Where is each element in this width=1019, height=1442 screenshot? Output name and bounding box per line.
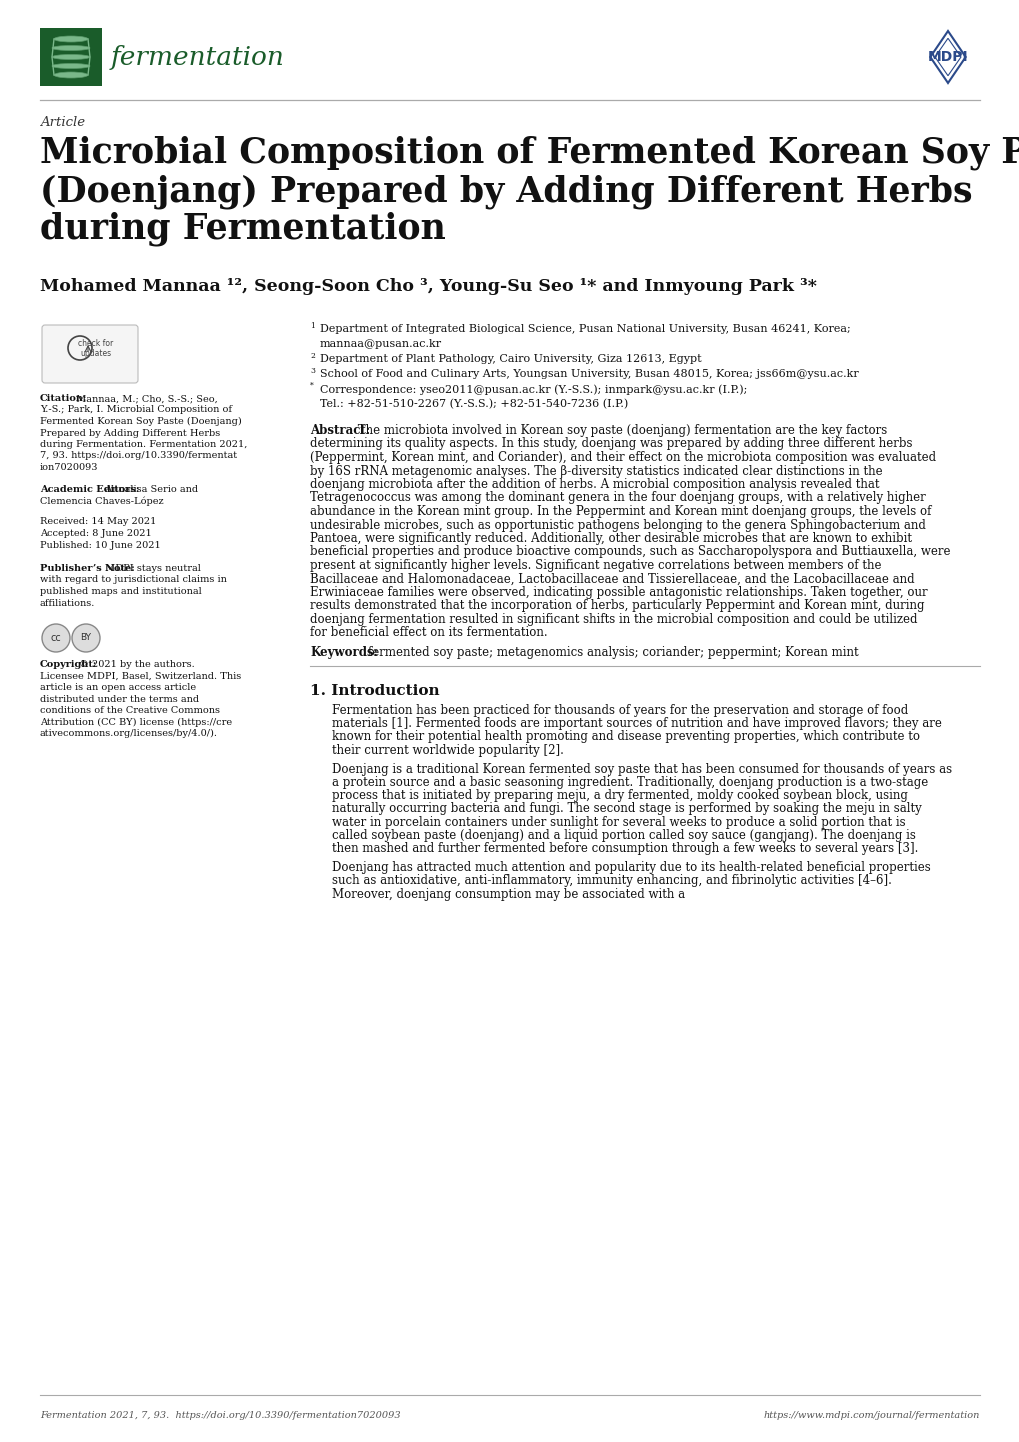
Text: materials [1]. Fermented foods are important sources of nutrition and have impro: materials [1]. Fermented foods are impor…: [331, 717, 941, 730]
Text: for beneficial effect on its fermentation.: for beneficial effect on its fermentatio…: [310, 626, 547, 639]
Text: (Doenjang) Prepared by Adding Different Herbs: (Doenjang) Prepared by Adding Different …: [40, 174, 971, 209]
Text: fermented soy paste; metagenomics analysis; coriander; peppermint; Korean mint: fermented soy paste; metagenomics analys…: [368, 646, 858, 659]
Text: conditions of the Creative Commons: conditions of the Creative Commons: [40, 707, 220, 715]
Text: 1. Introduction: 1. Introduction: [310, 684, 439, 698]
Text: MDPI: MDPI: [926, 50, 967, 63]
Text: beneficial properties and produce bioactive compounds, such as Saccharopolyspora: beneficial properties and produce bioact…: [310, 545, 950, 558]
Text: present at significantly higher levels. Significant negative correlations betwee: present at significantly higher levels. …: [310, 559, 880, 572]
Text: Pantoea, were significantly reduced. Additionally, other desirable microbes that: Pantoea, were significantly reduced. Add…: [310, 532, 911, 545]
Text: article is an open access article: article is an open access article: [40, 684, 196, 692]
Text: 2: 2: [310, 352, 315, 360]
Text: Mannaa, M.; Cho, S.-S.; Seo,: Mannaa, M.; Cho, S.-S.; Seo,: [72, 394, 217, 402]
Text: process that is initiated by preparing meju, a dry fermented, moldy cooked soybe: process that is initiated by preparing m…: [331, 789, 907, 802]
Text: Tel.: +82-51-510-2267 (Y.-S.S.); +82-51-540-7236 (I.P.): Tel.: +82-51-510-2267 (Y.-S.S.); +82-51-…: [320, 399, 628, 410]
Text: fermentation: fermentation: [111, 45, 284, 69]
Text: then mashed and further fermented before consumption through a few weeks to seve: then mashed and further fermented before…: [331, 842, 917, 855]
Text: affiliations.: affiliations.: [40, 598, 96, 607]
Text: Accepted: 8 June 2021: Accepted: 8 June 2021: [40, 529, 152, 538]
Text: Doenjang has attracted much attention and popularity due to its health-related b: Doenjang has attracted much attention an…: [331, 861, 930, 874]
Text: Microbial Composition of Fermented Korean Soy Paste: Microbial Composition of Fermented Korea…: [40, 136, 1019, 170]
Text: undesirable microbes, such as opportunistic pathogens belonging to the genera Sp: undesirable microbes, such as opportunis…: [310, 519, 925, 532]
Text: their current worldwide popularity [2].: their current worldwide popularity [2].: [331, 744, 564, 757]
Text: Department of Integrated Biological Science, Pusan National University, Busan 46: Department of Integrated Biological Scie…: [320, 324, 850, 335]
Text: MDPI stays neutral: MDPI stays neutral: [102, 564, 201, 572]
Text: Keywords:: Keywords:: [310, 646, 378, 659]
Text: naturally occurring bacteria and fungi. The second stage is performed by soaking: naturally occurring bacteria and fungi. …: [331, 802, 921, 815]
Text: such as antioxidative, anti-inflammatory, immunity enhancing, and fibrinolytic a: such as antioxidative, anti-inflammatory…: [331, 874, 891, 887]
Text: (Peppermint, Korean mint, and Coriander), and their effect on the microbiota com: (Peppermint, Korean mint, and Coriander)…: [310, 451, 935, 464]
Text: 3: 3: [310, 368, 315, 375]
FancyBboxPatch shape: [42, 324, 138, 384]
Text: Department of Plant Pathology, Cairo University, Giza 12613, Egypt: Department of Plant Pathology, Cairo Uni…: [320, 353, 701, 363]
Text: called soybean paste (doenjang) and a liquid portion called soy sauce (gangjang): called soybean paste (doenjang) and a li…: [331, 829, 915, 842]
Text: Clemencia Chaves-López: Clemencia Chaves-López: [40, 496, 163, 506]
Text: Doenjang is a traditional Korean fermented soy paste that has been consumed for : Doenjang is a traditional Korean ferment…: [331, 763, 951, 776]
Text: Y.-S.; Park, I. Microbial Composition of: Y.-S.; Park, I. Microbial Composition of: [40, 405, 231, 414]
Text: known for their potential health promoting and disease preventing properties, wh: known for their potential health promoti…: [331, 731, 919, 744]
Text: updates: updates: [81, 349, 111, 359]
Text: during Fermentation. Fermentation 2021,: during Fermentation. Fermentation 2021,: [40, 440, 248, 448]
Text: Article: Article: [40, 115, 85, 128]
Text: distributed under the terms and: distributed under the terms and: [40, 695, 199, 704]
Text: Publisher’s Note:: Publisher’s Note:: [40, 564, 135, 572]
Text: by 16S rRNA metagenomic analyses. The β-diversity statistics indicated clear dis: by 16S rRNA metagenomic analyses. The β-…: [310, 464, 881, 477]
Text: The microbiota involved in Korean soy paste (doenjang) fermentation are the key : The microbiota involved in Korean soy pa…: [354, 424, 887, 437]
Text: determining its quality aspects. In this study, doenjang was prepared by adding : determining its quality aspects. In this…: [310, 437, 912, 450]
Text: Annalisa Serio and: Annalisa Serio and: [102, 485, 198, 493]
Circle shape: [42, 624, 70, 652]
Text: Mohamed Mannaa ¹², Seong-Soon Cho ³, Young-Su Seo ¹* and Inmyoung Park ³*: Mohamed Mannaa ¹², Seong-Soon Cho ³, You…: [40, 278, 816, 296]
Text: water in porcelain containers under sunlight for several weeks to produce a soli: water in porcelain containers under sunl…: [331, 816, 905, 829]
Text: Fermentation has been practiced for thousands of years for the preservation and : Fermentation has been practiced for thou…: [331, 704, 907, 717]
Text: Received: 14 May 2021: Received: 14 May 2021: [40, 518, 156, 526]
Ellipse shape: [52, 46, 90, 50]
Text: School of Food and Culinary Arts, Youngsan University, Busan 48015, Korea; jss66: School of Food and Culinary Arts, Youngs…: [320, 369, 858, 379]
Text: ion7020093: ion7020093: [40, 463, 99, 472]
Text: mannaa@pusan.ac.kr: mannaa@pusan.ac.kr: [320, 339, 441, 349]
Text: Moreover, doenjang consumption may be associated with a: Moreover, doenjang consumption may be as…: [331, 888, 685, 901]
Text: Citation:: Citation:: [40, 394, 88, 402]
Text: *: *: [310, 382, 314, 389]
Text: doenjang fermentation resulted in significant shifts in the microbial compositio: doenjang fermentation resulted in signif…: [310, 613, 917, 626]
Text: https://www.mdpi.com/journal/fermentation: https://www.mdpi.com/journal/fermentatio…: [763, 1412, 979, 1420]
Text: during Fermentation: during Fermentation: [40, 212, 445, 247]
Text: published maps and institutional: published maps and institutional: [40, 587, 202, 596]
Text: with regard to jurisdictional claims in: with regard to jurisdictional claims in: [40, 575, 226, 584]
Ellipse shape: [52, 63, 90, 69]
Ellipse shape: [54, 72, 88, 78]
Text: a protein source and a basic seasoning ingredient. Traditionally, doenjang produ: a protein source and a basic seasoning i…: [331, 776, 927, 789]
Text: check for: check for: [78, 339, 113, 348]
Text: Abstract:: Abstract:: [310, 424, 374, 437]
Text: Published: 10 June 2021: Published: 10 June 2021: [40, 541, 161, 549]
Text: doenjang microbiota after the addition of herbs. A microbial composition analysi: doenjang microbiota after the addition o…: [310, 477, 878, 490]
Text: Attribution (CC BY) license (https://cre: Attribution (CC BY) license (https://cre: [40, 718, 232, 727]
Text: Academic Editors:: Academic Editors:: [40, 485, 140, 493]
Text: Tetragenococcus was among the dominant genera in the four doenjang groups, with : Tetragenococcus was among the dominant g…: [310, 492, 925, 505]
Text: Prepared by Adding Different Herbs: Prepared by Adding Different Herbs: [40, 428, 220, 437]
Text: Fermented Korean Soy Paste (Doenjang): Fermented Korean Soy Paste (Doenjang): [40, 417, 242, 427]
Text: Bacillaceae and Halomonadaceae, Lactobacillaceae and Tissierellaceae, and the La: Bacillaceae and Halomonadaceae, Lactobac…: [310, 572, 914, 585]
Text: ativecommons.org/licenses/by/4.0/).: ativecommons.org/licenses/by/4.0/).: [40, 730, 218, 738]
Ellipse shape: [54, 36, 88, 42]
Text: Correspondence: yseo2011@pusan.ac.kr (Y.-S.S.); inmpark@ysu.ac.kr (I.P.);: Correspondence: yseo2011@pusan.ac.kr (Y.…: [320, 384, 747, 395]
Text: Erwiniaceae families were observed, indicating possible antagonistic relationshi: Erwiniaceae families were observed, indi…: [310, 585, 926, 598]
Text: Copyright:: Copyright:: [40, 660, 97, 669]
Text: Fermentation 2021, 7, 93.  https://doi.org/10.3390/fermentation7020093: Fermentation 2021, 7, 93. https://doi.or…: [40, 1412, 400, 1420]
Text: © 2021 by the authors.: © 2021 by the authors.: [76, 660, 195, 669]
Text: abundance in the Korean mint group. In the Peppermint and Korean mint doenjang g: abundance in the Korean mint group. In t…: [310, 505, 930, 518]
Text: BY: BY: [81, 633, 92, 643]
Text: cc: cc: [51, 633, 61, 643]
Circle shape: [72, 624, 100, 652]
Text: 1: 1: [310, 322, 315, 330]
Bar: [40, 27, 102, 87]
Text: results demonstrated that the incorporation of herbs, particularly Peppermint an: results demonstrated that the incorporat…: [310, 600, 923, 613]
Text: Licensee MDPI, Basel, Switzerland. This: Licensee MDPI, Basel, Switzerland. This: [40, 672, 242, 681]
Ellipse shape: [52, 55, 90, 59]
Text: 7, 93. https://doi.org/10.3390/fermentat: 7, 93. https://doi.org/10.3390/fermentat: [40, 451, 236, 460]
